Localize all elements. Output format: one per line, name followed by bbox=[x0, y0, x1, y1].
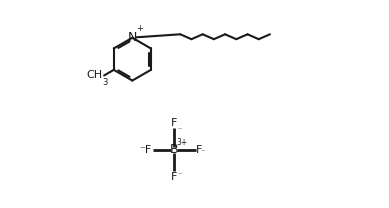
Text: F: F bbox=[171, 172, 177, 182]
Text: ⁻: ⁻ bbox=[177, 170, 182, 179]
Text: F: F bbox=[196, 145, 203, 155]
Text: 3+: 3+ bbox=[177, 138, 188, 147]
Text: ⁻: ⁻ bbox=[201, 147, 205, 156]
Text: ⁻F: ⁻F bbox=[140, 145, 152, 155]
Text: +: + bbox=[137, 25, 144, 33]
Text: ⁻: ⁻ bbox=[177, 125, 182, 134]
Text: 3: 3 bbox=[103, 78, 108, 87]
Text: B: B bbox=[170, 143, 179, 156]
Text: N: N bbox=[128, 31, 137, 44]
Text: F: F bbox=[171, 118, 177, 128]
Text: CH: CH bbox=[86, 71, 102, 80]
